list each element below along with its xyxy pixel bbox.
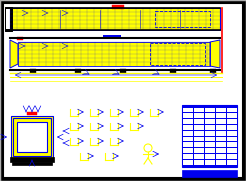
Bar — [194, 154, 203, 159]
Bar — [204, 160, 215, 165]
Bar — [183, 136, 193, 141]
Bar — [10, 157, 54, 162]
Bar — [194, 148, 203, 153]
Bar — [75, 69, 81, 73]
Bar — [18, 42, 210, 66]
Bar — [183, 160, 193, 165]
Bar — [18, 42, 210, 66]
Bar — [27, 112, 37, 115]
Bar — [204, 148, 215, 153]
Bar — [204, 131, 215, 136]
Bar — [12, 117, 52, 157]
Bar — [227, 108, 236, 112]
Bar — [215, 125, 226, 130]
Bar — [183, 131, 193, 136]
Bar — [183, 142, 193, 147]
Bar — [194, 119, 203, 124]
Bar — [17, 122, 47, 152]
Bar — [210, 69, 216, 73]
Bar — [183, 113, 193, 118]
Bar — [194, 108, 203, 112]
Bar — [155, 11, 210, 27]
Bar — [150, 43, 205, 65]
Bar — [183, 119, 193, 124]
Bar — [12, 162, 52, 165]
Bar — [183, 154, 193, 159]
Bar — [215, 148, 226, 153]
Bar — [182, 105, 237, 167]
Bar — [227, 113, 236, 118]
Bar — [183, 125, 193, 130]
Bar — [30, 69, 36, 73]
Bar — [204, 154, 215, 159]
Bar — [5, 7, 12, 31]
Bar — [227, 148, 236, 153]
Bar — [120, 69, 126, 73]
Bar — [13, 118, 51, 156]
Bar — [204, 136, 215, 141]
Bar — [227, 125, 236, 130]
Bar — [204, 108, 215, 112]
Bar — [227, 131, 236, 136]
Bar — [183, 148, 193, 153]
Bar — [215, 131, 226, 136]
Bar — [204, 142, 215, 147]
Bar — [194, 160, 203, 165]
Bar — [194, 131, 203, 136]
Bar — [227, 119, 236, 124]
Bar — [5, 7, 12, 31]
Bar — [183, 108, 193, 112]
Bar — [215, 142, 226, 147]
Bar — [227, 142, 236, 147]
Bar — [194, 125, 203, 130]
Bar — [194, 113, 203, 118]
Bar — [6, 9, 10, 29]
Bar — [215, 154, 226, 159]
Bar — [215, 113, 226, 118]
Polygon shape — [210, 40, 220, 68]
Bar — [227, 160, 236, 165]
Bar — [182, 170, 237, 177]
Bar — [227, 136, 236, 141]
Bar — [17, 37, 23, 40]
Bar — [215, 119, 226, 124]
Bar — [215, 136, 226, 141]
Bar — [103, 35, 121, 39]
Bar — [10, 8, 220, 30]
Polygon shape — [10, 40, 18, 68]
Bar — [215, 108, 226, 112]
Bar — [204, 113, 215, 118]
Bar — [10, 8, 220, 30]
Bar — [112, 5, 124, 9]
Bar — [204, 125, 215, 130]
Bar — [194, 136, 203, 141]
Bar — [11, 116, 53, 158]
Bar — [194, 142, 203, 147]
Bar — [204, 119, 215, 124]
Bar — [227, 154, 236, 159]
Bar — [170, 69, 176, 73]
Bar — [215, 160, 226, 165]
